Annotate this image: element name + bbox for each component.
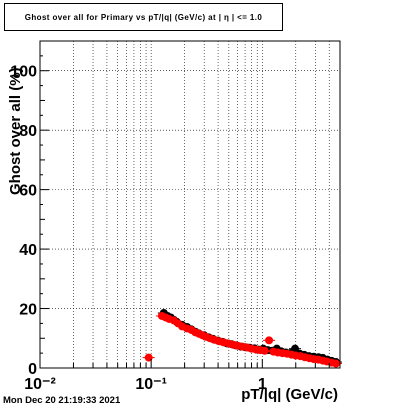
y-tick-label: 100: [10, 64, 37, 81]
y-tick-label: 0: [28, 361, 37, 378]
datestamp: Mon Dec 20 21:19:33 2021: [3, 395, 121, 406]
y-axis-label: Ghost over all (%): [7, 67, 24, 195]
y-tick-label: 60: [19, 183, 37, 200]
plot-frame: [39, 40, 341, 369]
tick-labels: 0 20 40 60 80 100 10⁻² 10⁻¹ 1: [10, 64, 267, 393]
marker-point-red: [331, 359, 340, 368]
y-tick-label: 20: [19, 302, 37, 319]
x-tick-label: 10⁻²: [24, 376, 56, 393]
grid: [40, 41, 340, 368]
x-tick-label: 1: [258, 376, 267, 393]
x-axis-label: pT/|q| (GeV/c): [241, 386, 338, 403]
data-markers: [142, 309, 342, 368]
chart-title: Ghost over all for Primary vs pT/|q| (Ge…: [4, 3, 283, 31]
axis-ticks: [39, 40, 341, 369]
x-tick-label: 10⁻¹: [135, 376, 167, 393]
marker-point-black: [291, 344, 300, 353]
y-tick-label: 40: [19, 242, 37, 259]
marker-point-red: [265, 336, 274, 345]
marker-point-red: [260, 346, 269, 355]
y-tick-label: 80: [19, 123, 37, 140]
